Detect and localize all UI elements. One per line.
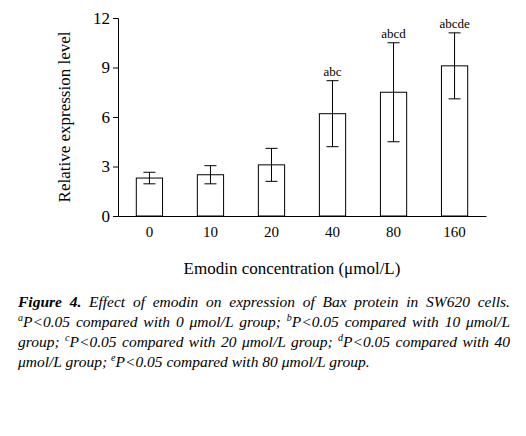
y-tick: 3 [102, 157, 119, 176]
significance-label: abc [323, 64, 341, 79]
y-axis: 0 3 6 9 12 [93, 9, 119, 226]
caption-note: P<0.05 compared with 0 μmol/L group; [23, 313, 281, 330]
error-cap [327, 146, 339, 147]
significance-label: abcd [381, 26, 406, 41]
error-cap [388, 141, 400, 142]
y-tick-mark [113, 18, 118, 19]
error-cap [143, 172, 155, 173]
y-tick-mark [113, 167, 118, 168]
y-tick-label: 0 [102, 207, 111, 226]
x-tick: 80 [386, 216, 401, 240]
y-tick-mark [113, 216, 118, 217]
error-stem [454, 33, 455, 99]
plot: abc abcd abcde 0 3 6 9 12 0 10 20 40 80 160 [93, 9, 487, 240]
caption-note: P<0.05 compared with 20 μmol/L group; [70, 333, 333, 350]
x-tick-label: 0 [146, 224, 154, 240]
marks [136, 33, 467, 216]
significance-label: abcde [439, 16, 470, 31]
error-bar [143, 172, 155, 184]
y-tick: 0 [102, 207, 119, 226]
caption-note-marker: a [18, 312, 23, 323]
x-axis-line [119, 216, 487, 217]
x-tick: 20 [264, 216, 279, 240]
error-cap [265, 181, 277, 182]
error-stem [393, 43, 394, 142]
error-stem [332, 81, 333, 147]
error-bar [449, 33, 461, 99]
error-cap [143, 183, 155, 184]
error-cap [388, 42, 400, 43]
error-cap [449, 98, 461, 99]
y-tick-label: 9 [102, 58, 111, 77]
x-tick-label: 160 [443, 224, 466, 240]
x-tick-label: 20 [264, 224, 279, 240]
caption-note: P<0.05 compared with 80 μmol/L group. [116, 353, 370, 370]
caption-note-marker: b [287, 312, 292, 323]
error-stem [271, 148, 272, 181]
caption-text: Effect of emodin on expression of Bax pr… [89, 293, 510, 310]
y-tick-mark [113, 68, 118, 69]
x-tick-label: 80 [386, 224, 401, 240]
x-axis: 0 10 20 40 80 160 [119, 216, 487, 240]
x-tick: 10 [203, 216, 218, 240]
error-cap [204, 183, 216, 184]
x-tick: 0 [146, 216, 154, 240]
error-bar [388, 43, 400, 142]
y-tick-label: 3 [102, 157, 111, 176]
caption: Figure 4. Effect of emodin on expression… [18, 292, 510, 372]
error-cap [327, 80, 339, 81]
chart: abcabcdabcde036912010204080160Emodin con… [0, 0, 526, 436]
y-tick-mark [113, 117, 118, 118]
x-axis-title: Emodin concentration (μmol/L) [184, 259, 401, 278]
y-axis-line [113, 19, 119, 217]
y-tick-label: 12 [93, 9, 110, 28]
bar [136, 178, 162, 216]
caption-note-marker: d [338, 332, 343, 343]
y-tick: 9 [102, 58, 119, 77]
x-tick: 160 [443, 216, 466, 240]
error-cap [265, 148, 277, 149]
error-stem [210, 166, 211, 184]
error-bar [204, 166, 216, 184]
x-tick-label: 40 [325, 224, 340, 240]
annotations: abc abcd abcde [323, 16, 469, 79]
y-tick: 6 [102, 108, 119, 127]
y-axis-title: Relative expression level [55, 31, 74, 202]
caption-note-marker: e [111, 352, 115, 363]
caption-label: Figure 4. [18, 293, 81, 310]
x-tick: 40 [325, 216, 340, 240]
y-tick-label: 6 [102, 108, 111, 127]
y-tick: 12 [93, 9, 118, 28]
error-cap [204, 165, 216, 166]
error-bar [327, 81, 339, 147]
error-stem [149, 172, 150, 184]
error-bar [265, 148, 277, 181]
caption-note-marker: c [65, 332, 69, 343]
x-tick-label: 10 [203, 224, 218, 240]
error-cap [449, 32, 461, 33]
